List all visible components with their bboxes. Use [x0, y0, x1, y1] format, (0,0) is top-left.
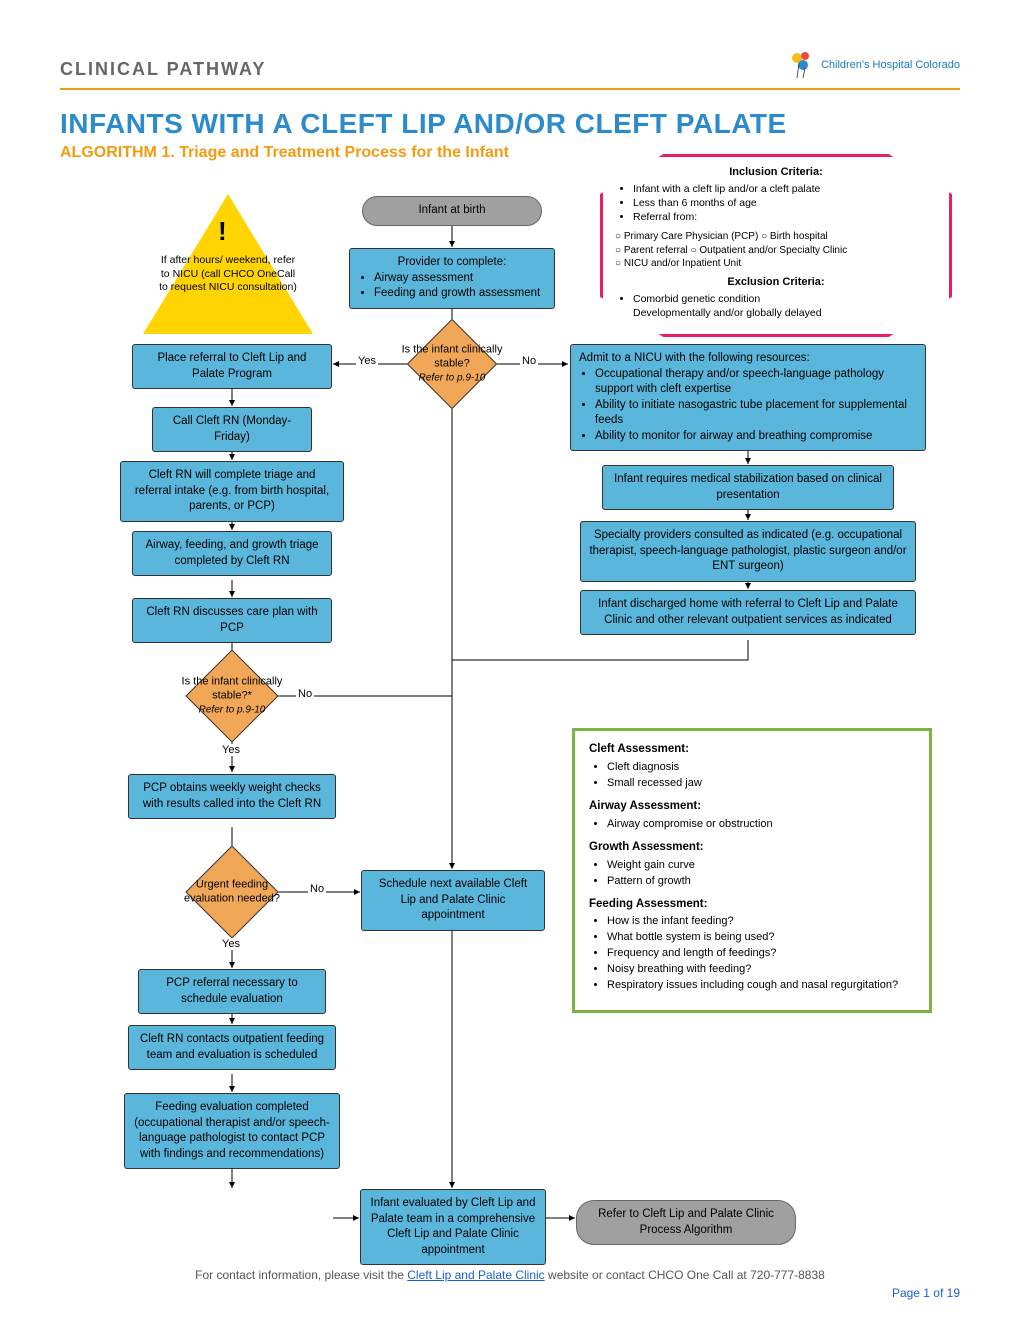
discuss-node: Cleft RN discusses care plan with PCP	[132, 598, 332, 643]
label-yes-2: Yes	[220, 744, 242, 756]
header-label: CLINICAL PATHWAY	[60, 59, 266, 80]
logo: Children's Hospital Colorado	[787, 50, 960, 80]
evaluated-node: Infant evaluated by Cleft Lip and Palate…	[360, 1189, 546, 1265]
spacer	[124, 1189, 332, 1247]
logo-text: Children's Hospital Colorado	[821, 59, 960, 71]
pcp-ref-node: PCP referral necessary to schedule evalu…	[138, 969, 326, 1014]
specialty-node: Specialty providers consulted as indicat…	[580, 521, 916, 582]
rn-contacts-node: Cleft RN contacts outpatient feeding tea…	[128, 1025, 336, 1070]
start-node: Infant at birth	[362, 196, 542, 226]
flowchart-canvas: ! If after hours/ weekend, refer to NICU…	[60, 172, 960, 1262]
triage-intake-node: Cleft RN will complete triage and referr…	[120, 461, 344, 522]
label-no-1: No	[520, 355, 538, 367]
clinic-link[interactable]: Cleft Lip and Palate Clinic	[407, 1268, 544, 1282]
place-referral-node: Place referral to Cleft Lip and Palate P…	[132, 344, 332, 389]
balloon-icon	[787, 50, 817, 80]
warning-text: If after hours/ weekend, refer to NICU (…	[156, 254, 300, 295]
footer: For contact information, please visit th…	[60, 1268, 960, 1282]
discharged-node: Infant discharged home with referral to …	[580, 590, 916, 635]
decision-stable-2: Is the infant clinically stable?*Refer t…	[199, 663, 265, 729]
label-yes-3: Yes	[220, 938, 242, 950]
admit-node: Admit to a NICU with the following resou…	[570, 344, 926, 451]
label-no-2: No	[296, 688, 314, 700]
label-yes-1: Yes	[356, 355, 378, 367]
page-number: Page 1 of 19	[892, 1286, 960, 1300]
label-no-3: No	[308, 883, 326, 895]
provider-node: Provider to complete: Airway assessmentF…	[349, 248, 555, 309]
warning-bang: !	[218, 216, 227, 247]
terminal-node: Refer to Cleft Lip and Palate Clinic Pro…	[576, 1200, 796, 1245]
call-rn-node: Call Cleft RN (Monday-Friday)	[152, 407, 312, 452]
decision-stable-1: Is the infant clinically stable?Refer to…	[420, 332, 484, 396]
feeding-eval-node: Feeding evaluation completed (occupation…	[124, 1093, 340, 1169]
afg-triage-node: Airway, feeding, and growth triage compl…	[132, 531, 332, 576]
schedule-next-node: Schedule next available Cleft Lip and Pa…	[361, 870, 545, 931]
criteria-octagon: Inclusion Criteria: Infant with a cleft …	[600, 154, 952, 337]
assessment-greenbox: Cleft Assessment: Cleft diagnosisSmall r…	[572, 728, 932, 1013]
stabilize-node: Infant requires medical stabilization ba…	[602, 465, 894, 510]
page-title: INFANTS WITH A CLEFT LIP AND/OR CLEFT PA…	[60, 108, 960, 140]
weekly-node: PCP obtains weekly weight checks with re…	[128, 774, 336, 819]
decision-urgent: Urgent feeding evaluation needed?	[199, 859, 265, 925]
